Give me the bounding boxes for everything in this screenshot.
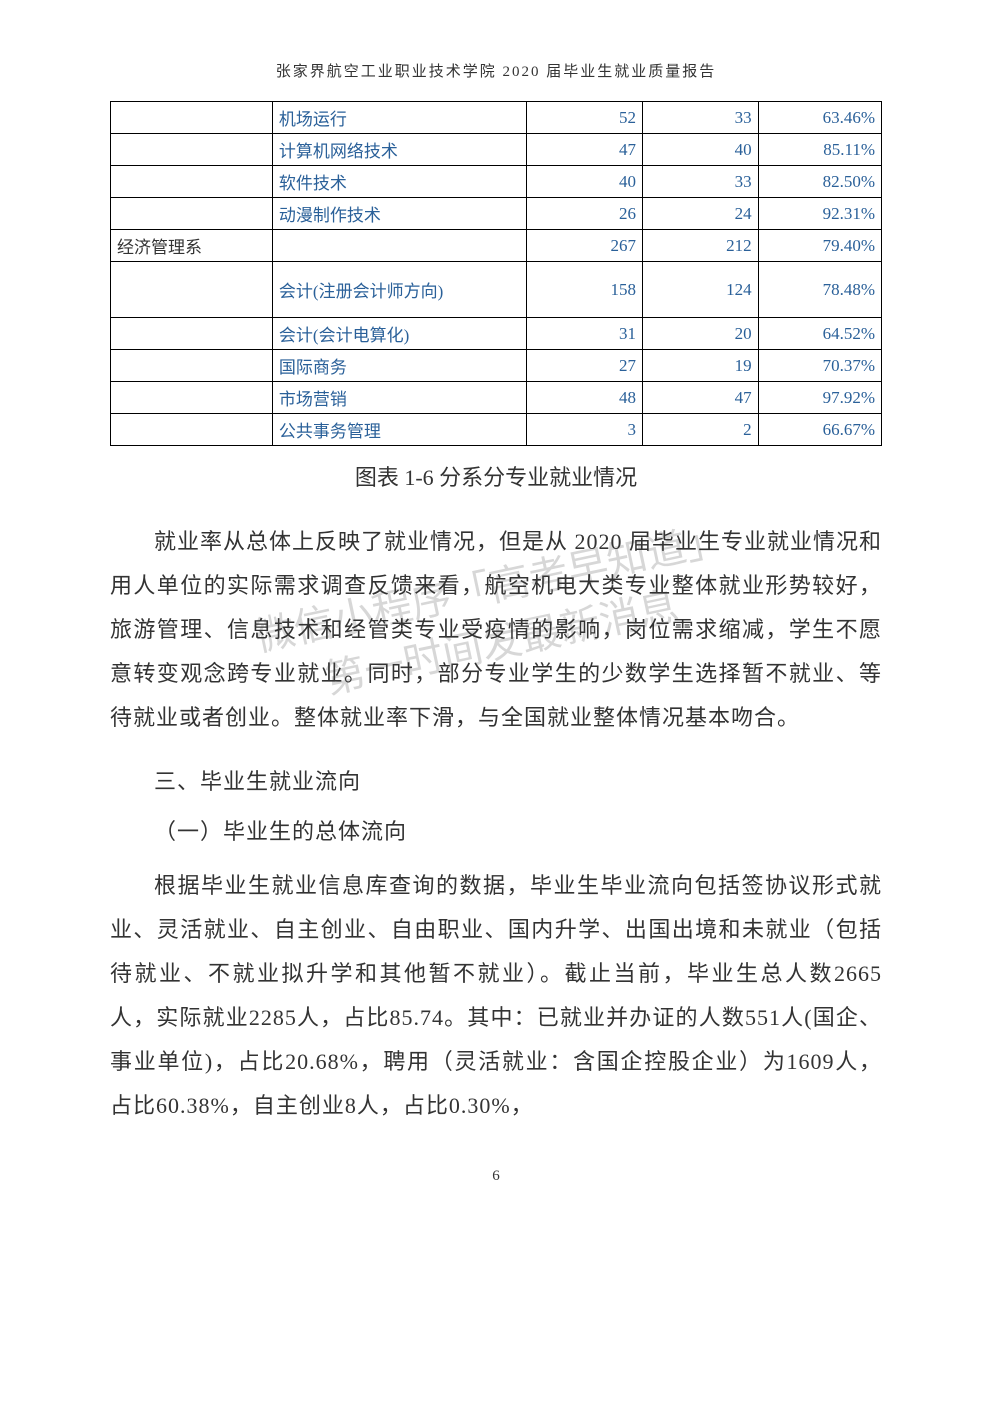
table-cell: 20 (642, 318, 758, 350)
table-cell: 计算机网络技术 (272, 134, 526, 166)
table-cell: 212 (642, 230, 758, 262)
table-cell: 92.31% (758, 198, 881, 230)
table-cell: 47 (642, 382, 758, 414)
table-cell (111, 102, 273, 134)
table-cell: 66.67% (758, 414, 881, 446)
table-row: 软件技术403382.50% (111, 166, 882, 198)
table-cell: 软件技术 (272, 166, 526, 198)
table-row: 计算机网络技术474085.11% (111, 134, 882, 166)
table-cell: 267 (527, 230, 643, 262)
table-cell: 市场营销 (272, 382, 526, 414)
table-cell: 40 (642, 134, 758, 166)
table-row: 市场营销484797.92% (111, 382, 882, 414)
table-cell (111, 198, 273, 230)
table-cell (111, 318, 273, 350)
employment-table: 机场运行523363.46%计算机网络技术474085.11%软件技术40338… (110, 101, 882, 446)
table-cell: 19 (642, 350, 758, 382)
page-header: 张家界航空工业职业技术学院 2020 届毕业生就业质量报告 (110, 60, 882, 81)
table-cell: 27 (527, 350, 643, 382)
table-cell: 会计(注册会计师方向) (272, 262, 526, 318)
table-cell: 机场运行 (272, 102, 526, 134)
table-cell: 78.48% (758, 262, 881, 318)
table-cell (111, 134, 273, 166)
table-cell: 33 (642, 102, 758, 134)
table-row: 公共事务管理3266.67% (111, 414, 882, 446)
table-cell: 85.11% (758, 134, 881, 166)
table-cell: 64.52% (758, 318, 881, 350)
table-row: 动漫制作技术262492.31% (111, 198, 882, 230)
table-cell: 3 (527, 414, 643, 446)
table-row: 会计(会计电算化)312064.52% (111, 318, 882, 350)
table-caption: 图表 1-6 分系分专业就业情况 (110, 460, 882, 492)
table-cell: 会计(会计电算化) (272, 318, 526, 350)
table-cell: 124 (642, 262, 758, 318)
table-cell: 经济管理系 (111, 230, 273, 262)
table-cell: 24 (642, 198, 758, 230)
table-cell: 26 (527, 198, 643, 230)
table-cell (111, 382, 273, 414)
table-cell: 40 (527, 166, 643, 198)
page-number: 6 (110, 1168, 882, 1185)
table-cell (111, 414, 273, 446)
paragraph-2: 根据毕业生就业信息库查询的数据，毕业生毕业流向包括签协议形式就业、灵活就业、自主… (110, 864, 882, 1128)
table-row: 经济管理系 26721279.40% (111, 230, 882, 262)
table-cell (111, 262, 273, 318)
table-cell: 公共事务管理 (272, 414, 526, 446)
table-cell: 动漫制作技术 (272, 198, 526, 230)
table-cell: 97.92% (758, 382, 881, 414)
table-cell: 31 (527, 318, 643, 350)
table-cell: 70.37% (758, 350, 881, 382)
heading-subsection-1: （一）毕业生的总体流向 (110, 814, 882, 846)
table-cell: 52 (527, 102, 643, 134)
table-row: 会计(注册会计师方向)15812478.48% (111, 262, 882, 318)
table-cell: 47 (527, 134, 643, 166)
table-row: 国际商务271970.37% (111, 350, 882, 382)
table-cell (111, 350, 273, 382)
heading-section-3: 三、毕业生就业流向 (110, 764, 882, 796)
table-cell: 158 (527, 262, 643, 318)
paragraph-1: 就业率从总体上反映了就业情况，但是从 2020 届毕业生专业就业情况和用人单位的… (110, 520, 882, 740)
table-cell: 国际商务 (272, 350, 526, 382)
table-cell: 33 (642, 166, 758, 198)
table-cell: 82.50% (758, 166, 881, 198)
table-cell (111, 166, 273, 198)
table-cell (272, 230, 526, 262)
table-row: 机场运行523363.46% (111, 102, 882, 134)
table-cell: 79.40% (758, 230, 881, 262)
table-cell: 63.46% (758, 102, 881, 134)
table-cell: 48 (527, 382, 643, 414)
table-cell: 2 (642, 414, 758, 446)
